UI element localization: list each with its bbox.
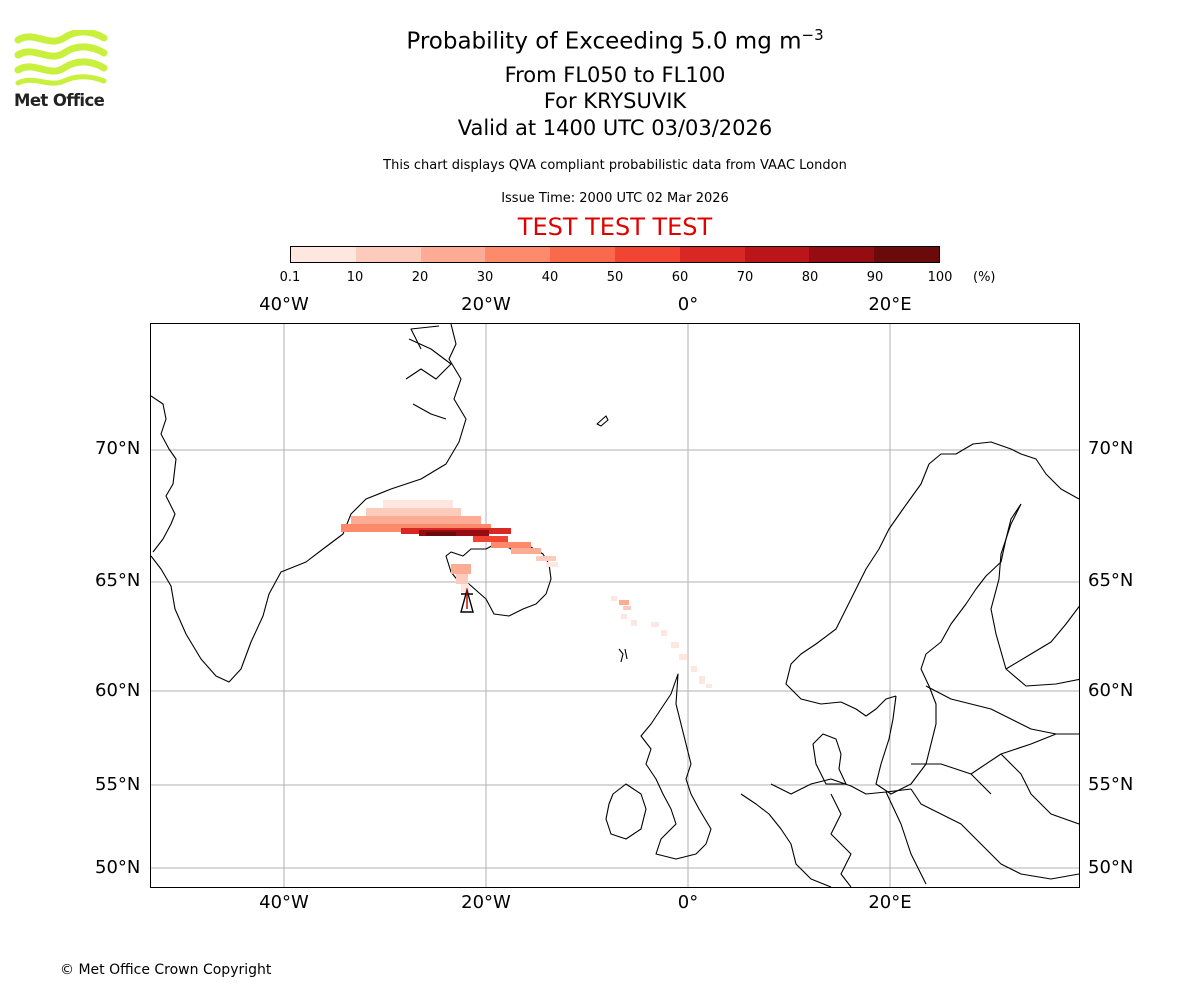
lat-label-right: 50°N [1088, 857, 1134, 878]
lon-label-top: 40°W [259, 294, 309, 315]
flight-level-range: From FL050 to FL100 [504, 63, 726, 87]
lat-label-right: 65°N [1088, 570, 1134, 591]
title-exponent: −3 [801, 26, 824, 44]
ash-cell [383, 500, 453, 508]
colorbar-segment [614, 247, 680, 262]
lat-label-left: 50°N [95, 857, 141, 878]
chart-title: Probability of Exceeding 5.0 mg m−3 [0, 26, 1200, 55]
ash-cell [426, 532, 456, 536]
map-canvas [150, 323, 1082, 888]
lat-label-right: 60°N [1088, 680, 1134, 701]
ash-cell [366, 508, 461, 516]
volcano-marker-icon [460, 587, 474, 613]
issue-time: Issue Time: 2000 UTC 02 Mar 2026 [501, 191, 729, 206]
ash-probability-field [341, 500, 712, 688]
country-borders [830, 733, 1080, 888]
colorbar-segment [485, 247, 551, 262]
met-office-logo: Met Office [14, 28, 108, 114]
colorbar-segment [744, 247, 810, 262]
lat-label-left: 60°N [95, 680, 141, 701]
lon-label-top: 20°W [461, 294, 511, 315]
greenland-west [150, 395, 177, 553]
ash-cell [691, 666, 697, 672]
ash-cell [461, 584, 469, 592]
lon-label-top: 0° [677, 294, 699, 315]
ash-cell [491, 542, 531, 548]
greenland-fjord [405, 325, 452, 420]
ash-cell [536, 556, 556, 561]
faroe-islands [618, 648, 628, 663]
colorbar-tick-label: 70 [736, 270, 754, 285]
lat-label-left: 65°N [95, 570, 141, 591]
colorbar-tick-label: 50 [606, 270, 624, 285]
finland-coast [990, 503, 1082, 687]
test-banner: TEST TEST TEST [517, 213, 713, 241]
volcano-name: For KRYSUVIK [543, 89, 687, 113]
colorbar-tick-label: 60 [671, 270, 689, 285]
colorbar [290, 246, 940, 263]
gridlines [151, 324, 1079, 887]
colorbar-tick-label: 90 [866, 270, 884, 285]
ash-cell [473, 536, 508, 542]
ash-cell [619, 600, 629, 605]
lon-label-bottom: 0° [677, 892, 699, 913]
jan-mayen [596, 415, 609, 427]
sweden-coast [875, 503, 1022, 795]
colorbar-tick-label: 30 [476, 270, 494, 285]
lat-label-left: 55°N [95, 774, 141, 795]
met-office-waves-icon [14, 28, 108, 86]
colorbar-tick-label: 10 [346, 270, 364, 285]
great-britain-coast [640, 673, 712, 860]
ash-cell [651, 622, 659, 627]
valid-time: Valid at 1400 UTC 03/03/2026 [457, 116, 773, 140]
colorbar-segment [874, 247, 939, 262]
ash-cell [456, 574, 468, 584]
colorbar-segment [420, 247, 486, 262]
colorbar-segment [291, 247, 356, 262]
lon-label-bottom: 20°W [461, 892, 511, 913]
iceland-coast [445, 541, 552, 617]
colorbar-segment [679, 247, 745, 262]
coastlines [150, 323, 1082, 888]
lon-label-top: 20°E [868, 294, 912, 315]
ash-cell [611, 596, 617, 601]
colorbar-tick-label: 100 [927, 270, 953, 285]
colorbar-tick-label: 20 [411, 270, 429, 285]
ash-cell [511, 548, 541, 554]
ash-cell [631, 620, 637, 626]
norway-coast [785, 441, 1080, 717]
greenland-coast [150, 323, 467, 683]
colorbar-unit: (%) [973, 270, 996, 285]
title-text: Probability of Exceeding 5.0 mg m [406, 28, 802, 55]
ash-cell [679, 654, 687, 660]
colorbar-tick-label: 40 [541, 270, 559, 285]
ash-cell [621, 614, 627, 619]
lon-label-bottom: 40°W [259, 892, 309, 913]
colorbar-segment [355, 247, 421, 262]
colorbar-segment [550, 247, 615, 262]
colorbar-tick-label: 0.1 [279, 270, 301, 285]
logo-text: Met Office [14, 91, 105, 110]
ash-cell [671, 642, 679, 648]
ash-cell [706, 684, 712, 688]
ash-cell [546, 562, 558, 567]
denmark-coast [812, 733, 847, 785]
chart-description: This chart displays QVA compliant probab… [383, 158, 847, 173]
continent-coast [740, 778, 912, 888]
map-panel [150, 323, 1082, 888]
colorbar-segment [809, 247, 875, 262]
lat-label-left: 70°N [95, 438, 141, 459]
ash-cell [623, 606, 631, 610]
lat-label-right: 55°N [1088, 774, 1134, 795]
ireland-coast [605, 783, 647, 840]
ash-cell [699, 676, 705, 684]
copyright-notice: © Met Office Crown Copyright [60, 962, 272, 978]
colorbar-tick-label: 80 [801, 270, 819, 285]
ash-cell [351, 516, 481, 524]
lat-label-right: 70°N [1088, 438, 1134, 459]
lon-label-bottom: 20°E [868, 892, 912, 913]
baltic-coast [925, 685, 1079, 735]
ash-cell [661, 630, 667, 636]
ash-cell [451, 564, 471, 574]
